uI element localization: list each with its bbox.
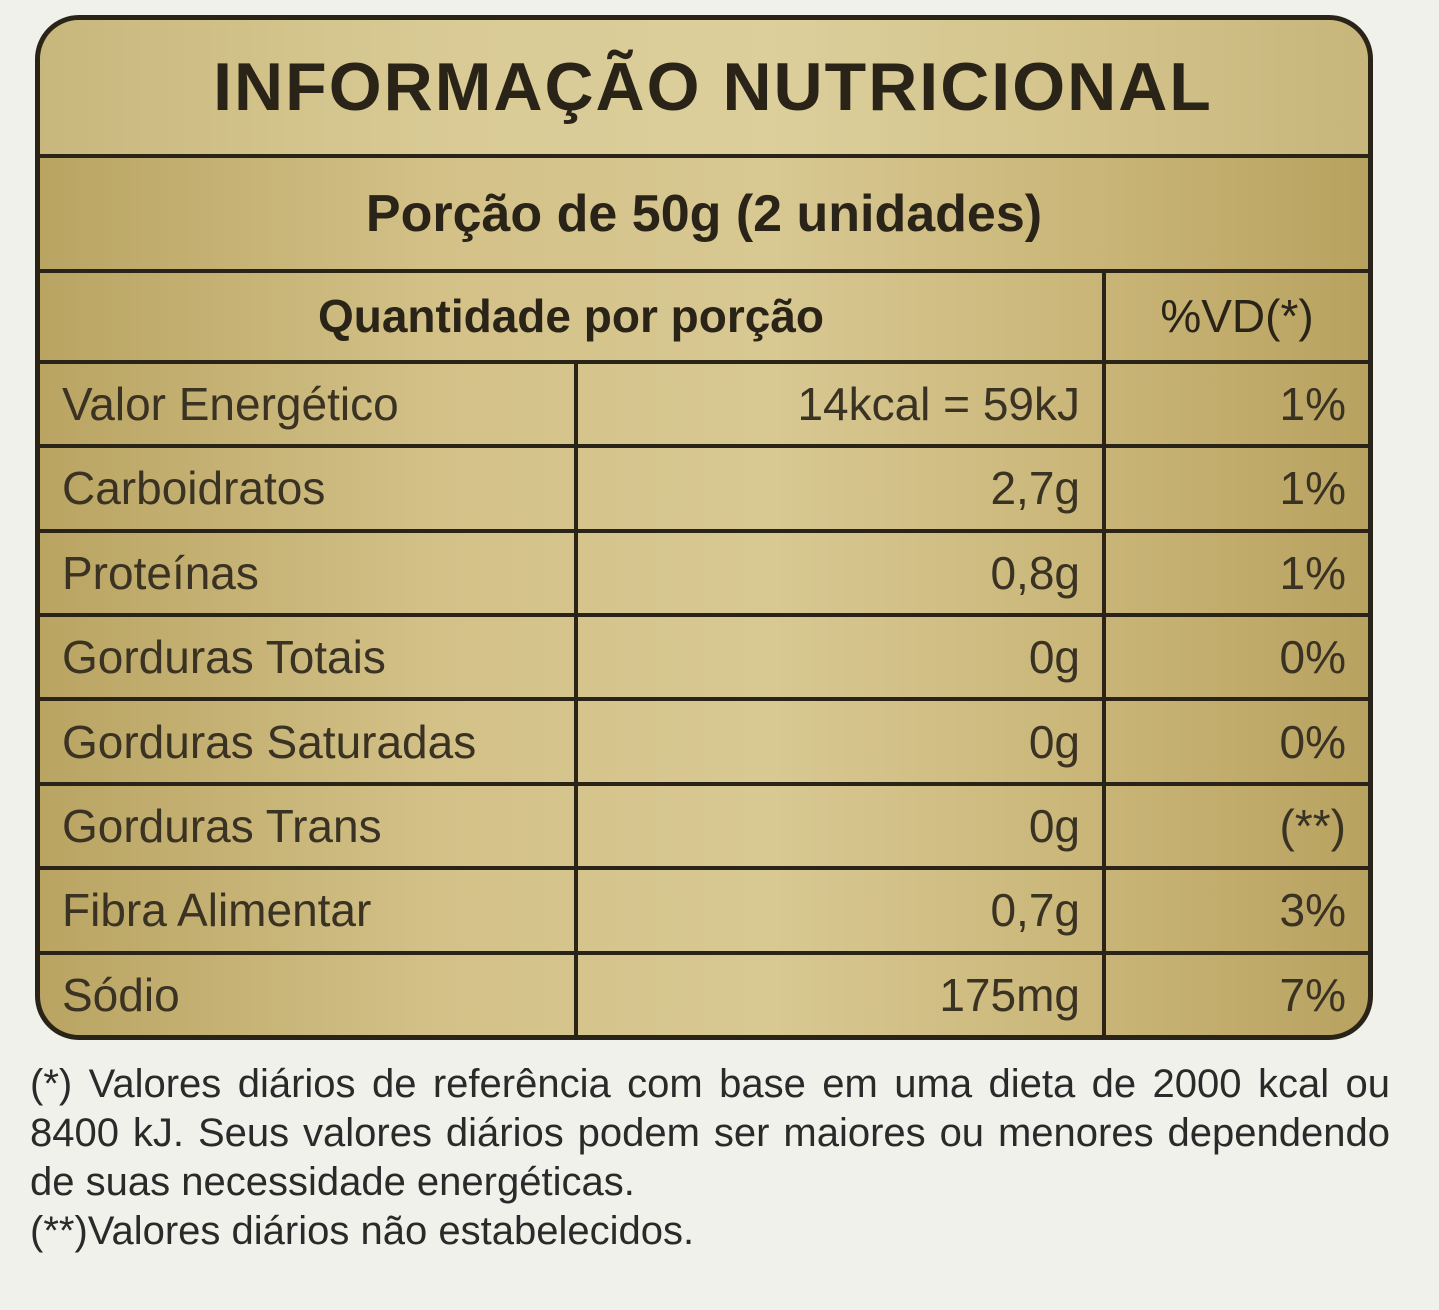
nutrient-row: Gorduras Totais 0g 0%	[40, 612, 1368, 702]
label-title: INFORMAÇÃO NUTRICIONAL	[40, 20, 1368, 158]
nutrient-row: Valor Energético 14kcal = 59kJ 1%	[40, 359, 1368, 449]
nutrient-dv: 7%	[1102, 950, 1368, 1035]
nutrient-row: Carboidratos 2,7g 1%	[40, 444, 1368, 533]
nutrition-label: INFORMAÇÃO NUTRICIONAL Porção de 50g (2 …	[35, 15, 1373, 1040]
nutrient-row: Gorduras Trans 0g (**)	[40, 781, 1368, 871]
nutrient-dv: 3%	[1102, 866, 1368, 955]
nutrient-dv: 1%	[1102, 359, 1368, 449]
dv-header: %VD(*)	[1102, 269, 1368, 364]
nutrient-name: Fibra Alimentar	[40, 866, 578, 955]
nutrient-amount: 0,8g	[574, 528, 1106, 617]
nutrient-amount: 0g	[574, 612, 1106, 702]
nutrient-dv: 1%	[1102, 444, 1368, 533]
nutrition-table: INFORMAÇÃO NUTRICIONAL Porção de 50g (2 …	[40, 20, 1368, 1035]
nutrient-name: Gorduras Trans	[40, 781, 578, 871]
serving-size: Porção de 50g (2 unidades)	[40, 153, 1368, 274]
footnote: (**)Valores diários não estabelecidos.	[30, 1209, 695, 1253]
nutrient-name: Proteínas	[40, 528, 578, 617]
nutrient-row: Gorduras Saturadas 0g 0%	[40, 697, 1368, 786]
nutrient-amount: 2,7g	[574, 444, 1106, 533]
nutrient-dv: 0%	[1102, 697, 1368, 786]
nutrient-dv: (**)	[1102, 781, 1368, 871]
nutrient-dv: 1%	[1102, 528, 1368, 617]
nutrient-name: Valor Energético	[40, 359, 578, 449]
nutrient-name: Gorduras Saturadas	[40, 697, 578, 786]
nutrient-name: Sódio	[40, 950, 578, 1035]
nutrient-amount: 14kcal = 59kJ	[574, 359, 1106, 449]
footnote: (*) Valores diários de referência com ba…	[30, 1062, 1390, 1204]
nutrient-amount: 0,7g	[574, 866, 1106, 955]
nutrient-name: Gorduras Totais	[40, 612, 578, 702]
nutrient-dv: 0%	[1102, 612, 1368, 702]
nutrient-amount: 0g	[574, 781, 1106, 871]
footnotes: (*) Valores diários de referência com ba…	[30, 1060, 1390, 1256]
nutrient-name: Carboidratos	[40, 444, 578, 533]
nutrient-row: Proteínas 0,8g 1%	[40, 528, 1368, 617]
quantity-header: Quantidade por porção	[40, 269, 1106, 364]
nutrient-row: Sódio 175mg 7%	[40, 950, 1368, 1035]
nutrient-row: Fibra Alimentar 0,7g 3%	[40, 866, 1368, 955]
nutrient-amount: 0g	[574, 697, 1106, 786]
nutrient-amount: 175mg	[574, 950, 1106, 1035]
